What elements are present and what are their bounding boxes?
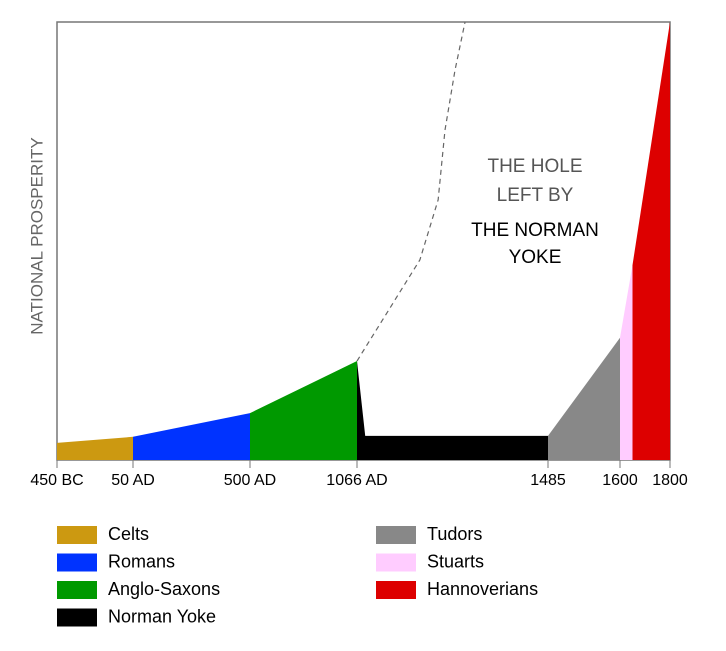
legend-swatch: [376, 526, 416, 544]
projection-line: [356, 21, 466, 362]
era-area: [632, 22, 670, 460]
annotation: THE NORMAN: [471, 220, 599, 241]
legend-label: Romans: [108, 551, 175, 571]
era-area: [620, 265, 633, 460]
era-area: [357, 361, 548, 460]
era-area: [548, 337, 620, 460]
era-area: [133, 413, 250, 460]
legend-swatch: [376, 581, 416, 599]
legend-swatch: [376, 553, 416, 572]
x-tick-label: 1800: [652, 472, 688, 489]
era-area: [57, 436, 133, 460]
legend-label: Celts: [108, 524, 149, 544]
annotation: LEFT BY: [497, 185, 574, 206]
legend-swatch: [57, 608, 97, 627]
x-tick-label: 500 AD: [224, 472, 276, 489]
legend-swatch: [57, 581, 97, 599]
x-tick-label: 450 BC: [30, 472, 83, 489]
legend-label: Anglo-Saxons: [108, 579, 220, 599]
annotation: THE HOLE: [487, 156, 582, 177]
x-tick-label: 1066 AD: [326, 472, 387, 489]
legend-swatch: [57, 553, 97, 572]
era-area: [250, 361, 357, 460]
x-tick-label: 50 AD: [111, 472, 155, 489]
y-axis-label: NATIONAL PROSPERITY: [27, 137, 46, 334]
x-tick-label: 1600: [602, 472, 638, 489]
x-tick-label: 1485: [530, 472, 566, 489]
legend-label: Stuarts: [427, 551, 484, 571]
legend-label: Norman Yoke: [108, 606, 216, 626]
legend-swatch: [57, 526, 97, 544]
annotation: YOKE: [509, 247, 562, 268]
legend-label: Hannoverians: [427, 579, 538, 599]
legend-label: Tudors: [427, 524, 482, 544]
